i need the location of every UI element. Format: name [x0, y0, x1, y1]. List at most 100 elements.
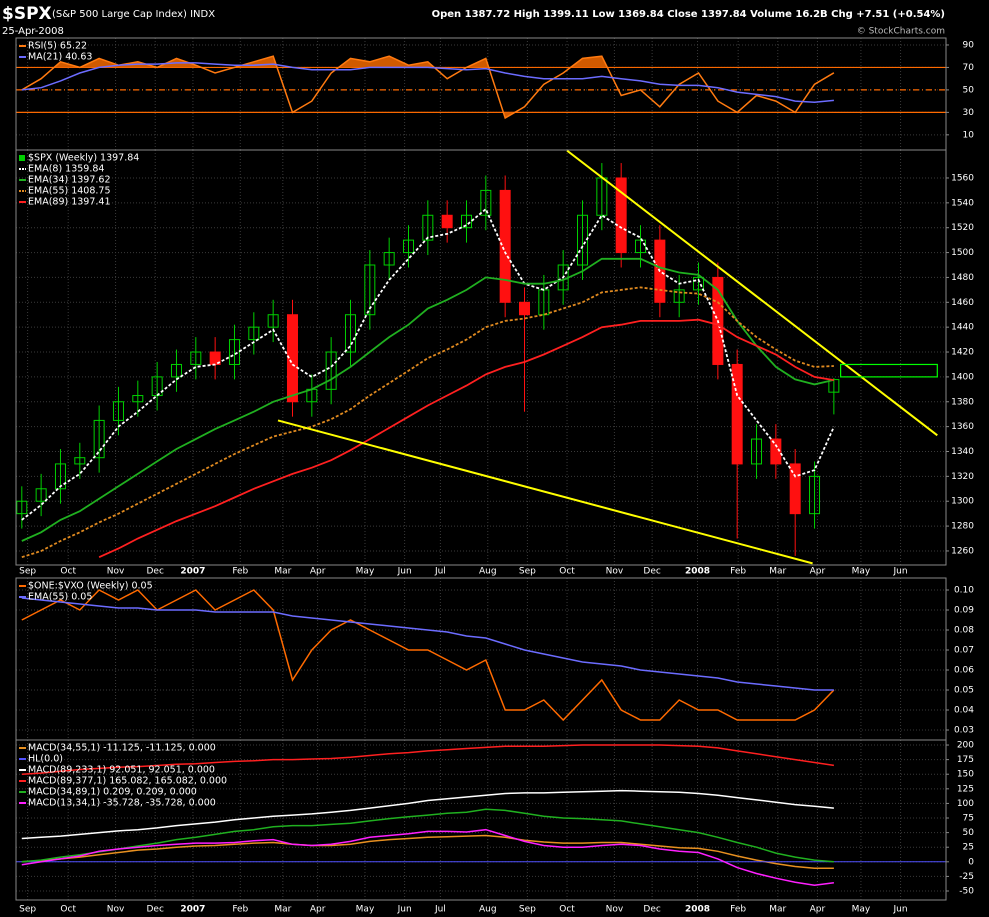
y-tick-label: 1560 [951, 173, 974, 183]
y-tick-label: 50 [963, 85, 975, 95]
candle-body [54, 463, 66, 490]
date: 25-Apr-2008 [2, 26, 64, 37]
candle-body [460, 214, 472, 229]
panel-border [15, 149, 947, 566]
candle-body [112, 401, 124, 421]
y-tick-label: -50 [959, 887, 974, 897]
x-tick-label: Dec [643, 905, 660, 915]
legend-label: RSI(5) 65.22 [28, 41, 87, 52]
y-tick-label: 175 [957, 755, 974, 765]
x-tick-label: Mar [769, 567, 786, 577]
series-line [21, 597, 834, 691]
legend-label: MACD(89,377,1) 165.082, 165.082, 0.000 [28, 776, 227, 787]
candle-body [16, 500, 28, 515]
x-tick-label: Feb [232, 567, 248, 577]
legend-label: EMA(34) 1397.62 [28, 175, 111, 186]
trendline [566, 150, 938, 437]
symbol: $SPX [2, 4, 52, 24]
series-line [21, 62, 834, 104]
x-tick-label: Oct [559, 567, 575, 577]
candle-body [615, 177, 627, 254]
y-tick-label: 1280 [951, 522, 974, 532]
candle-body [132, 395, 144, 403]
panel-plot [16, 740, 946, 900]
x-tick-label: Dec [643, 567, 660, 577]
legend-label: $SPX (Weekly) 1397.84 [28, 153, 139, 164]
candle-body [402, 239, 414, 254]
candle-body [519, 301, 531, 316]
x-tick-label: Apr [310, 905, 326, 915]
candle-body [74, 457, 86, 465]
y-tick-label: 0.09 [954, 606, 974, 616]
candle-body [344, 314, 356, 353]
candle-body [770, 438, 782, 465]
y-tick-label: 1300 [951, 497, 974, 507]
candle-body [751, 438, 763, 465]
legend-label: EMA(55) 0.05 [28, 592, 92, 603]
candle-body [325, 351, 337, 390]
series-line [21, 789, 834, 840]
candle-body [248, 326, 260, 341]
x-tick-label: Mar [274, 905, 291, 915]
x-tick-label: 2008 [685, 905, 710, 915]
legend-label: MA(21) 40.63 [28, 52, 92, 63]
y-tick-label: 1460 [951, 298, 974, 308]
y-tick-label: 1500 [951, 248, 974, 258]
candle-body [170, 363, 182, 378]
x-tick-label: May [356, 905, 375, 915]
x-tick-label: Feb [730, 905, 746, 915]
x-tick-label: Oct [60, 567, 76, 577]
x-tick-label: Feb [730, 567, 746, 577]
y-tick-label: 90 [963, 40, 975, 50]
y-tick-label: 1520 [951, 223, 974, 233]
candle-body [635, 239, 647, 254]
y-tick-label: 25 [963, 843, 974, 853]
legend-label: MACD(34,55,1) -11.125, -11.125, 0.000 [28, 743, 216, 754]
x-tick-label: May [852, 905, 871, 915]
y-tick-label: 1360 [951, 422, 974, 432]
symbol-name: (S&P 500 Large Cap Index) INDX [52, 9, 215, 20]
y-tick-label: 0.10 [954, 586, 974, 596]
y-tick-label: 0.08 [954, 626, 974, 636]
candle-body [577, 214, 589, 266]
y-tick-label: 50 [963, 828, 975, 838]
series-line [21, 808, 834, 863]
x-tick-label: Mar [769, 905, 786, 915]
legend-label: MACD(13,34,1) -35.728, -35.728, 0.000 [28, 798, 216, 809]
x-tick-label: 2008 [685, 567, 710, 577]
x-tick-label: Apr [310, 567, 326, 577]
y-tick-label: 125 [957, 784, 974, 794]
y-tick-label: 200 [957, 741, 974, 751]
y-tick-label: 0.05 [954, 686, 974, 696]
x-tick-label: Sep [519, 567, 536, 577]
candle-body [538, 289, 550, 316]
x-tick-label: Nov [107, 567, 125, 577]
x-tick-label: Nov [606, 905, 624, 915]
candle-body [441, 214, 453, 229]
y-tick-label: 1320 [951, 472, 974, 482]
series-line [98, 318, 835, 559]
y-tick-label: 10 [963, 130, 975, 140]
series-line [21, 828, 834, 886]
legend-label: HL(0.0) [28, 754, 63, 765]
x-tick-label: Sep [519, 905, 536, 915]
y-tick-label: 1540 [951, 198, 974, 208]
x-tick-label: Sep [19, 567, 36, 577]
x-tick-label: Oct [60, 905, 76, 915]
x-tick-label: 2007 [180, 905, 205, 915]
y-tick-label: -25 [959, 872, 974, 882]
legend-label: EMA(8) 1359.84 [28, 164, 104, 175]
x-tick-label: May [356, 567, 375, 577]
y-tick-label: 1420 [951, 348, 974, 358]
candle-body [383, 252, 395, 266]
legend-label: MACD(34,89,1) 0.209, 0.209, 0.000 [28, 787, 197, 798]
x-tick-label: Jun [893, 905, 908, 915]
series-line [21, 257, 835, 542]
x-tick-label: Nov [606, 567, 624, 577]
y-tick-label: 0 [968, 857, 974, 867]
candle-body [35, 488, 47, 502]
trendline [277, 419, 813, 565]
series-line [21, 207, 835, 521]
